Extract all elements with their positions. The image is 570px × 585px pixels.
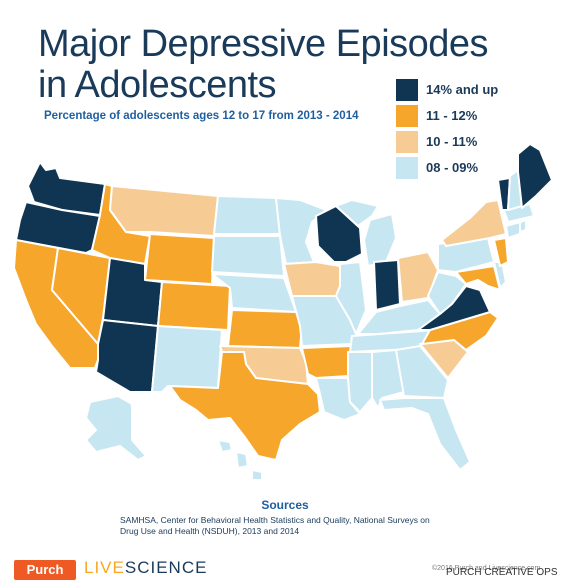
legend-label: 10 - 11% <box>426 134 478 149</box>
state-ct <box>505 221 521 239</box>
sources-text: SAMHSA, Center for Behavioral Health Sta… <box>120 515 430 536</box>
state-nc <box>421 311 499 351</box>
legend-swatch-orange <box>396 104 418 127</box>
livescience-live: LIVE <box>84 558 125 577</box>
legend-item-peach: 10 - 11% <box>396 129 498 154</box>
livescience-logo: LIVESCIENCE <box>84 558 207 578</box>
state-ga <box>395 345 449 399</box>
state-ms <box>347 351 373 413</box>
state-nd <box>213 195 281 235</box>
state-nm <box>151 325 223 393</box>
state-ny <box>441 199 507 247</box>
legend-item-dark: 14% and up <box>396 77 498 102</box>
state-ak <box>85 395 147 461</box>
livescience-science: SCIENCE <box>124 558 208 577</box>
state-or <box>15 201 101 254</box>
watermark-text: PURCH CREATIVE OPS <box>446 567 558 578</box>
state-ar <box>301 345 353 379</box>
legend-item-light: 08 - 09% <box>396 155 498 180</box>
state-fl <box>379 397 471 471</box>
state-hi <box>217 439 263 481</box>
state-ia <box>283 261 341 297</box>
state-va <box>417 285 491 331</box>
legend-swatch-peach <box>396 130 418 153</box>
state-mt <box>109 185 219 237</box>
legend: 14% and up 11 - 12% 10 - 11% 08 - 09% <box>396 77 498 181</box>
legend-label: 11 - 12% <box>426 108 478 123</box>
legend-label: 08 - 09% <box>426 160 479 175</box>
state-in <box>373 259 401 311</box>
legend-item-orange: 11 - 12% <box>396 103 498 128</box>
state-ks <box>227 309 303 349</box>
state-az <box>95 319 159 393</box>
copyright-text: ©2016 Purch and Livescience.com <box>432 565 541 572</box>
page-title: Major Depressive Episodes in Adolescents <box>38 23 489 106</box>
state-il <box>335 261 367 335</box>
state-mi-upper <box>335 199 379 227</box>
legend-swatch-dark <box>396 78 418 101</box>
state-mi <box>363 213 397 267</box>
state-me <box>517 143 553 209</box>
sources-title: Sources <box>261 498 309 512</box>
us-state-map <box>13 143 553 481</box>
state-co <box>157 281 231 331</box>
state-nj <box>493 237 509 267</box>
sources-block: Sources SAMHSA, Center for Behavioral He… <box>120 498 450 537</box>
state-tx <box>169 351 321 461</box>
state-mn <box>275 197 327 265</box>
legend-label: 14% and up <box>426 82 499 97</box>
purch-logo: Purch <box>14 560 76 580</box>
subtitle: Percentage of adolescents ages 12 to 17 … <box>44 110 359 122</box>
state-wy <box>144 233 215 285</box>
state-sd <box>211 235 285 277</box>
legend-swatch-light <box>396 156 418 179</box>
footer: Purch LIVESCIENCE ©2016 Purch and Livesc… <box>0 555 570 585</box>
state-ri <box>519 219 527 233</box>
